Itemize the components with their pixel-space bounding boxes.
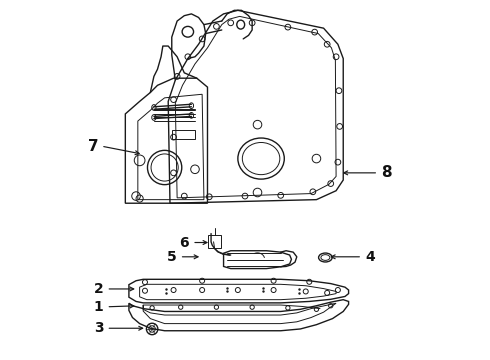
Text: 5: 5 bbox=[167, 250, 176, 264]
Text: 7: 7 bbox=[88, 139, 98, 154]
Text: 3: 3 bbox=[94, 321, 103, 335]
Text: 1: 1 bbox=[94, 300, 103, 314]
Text: 2: 2 bbox=[94, 282, 103, 296]
Text: 8: 8 bbox=[381, 165, 392, 180]
Text: 4: 4 bbox=[365, 250, 375, 264]
Text: 6: 6 bbox=[179, 235, 189, 249]
